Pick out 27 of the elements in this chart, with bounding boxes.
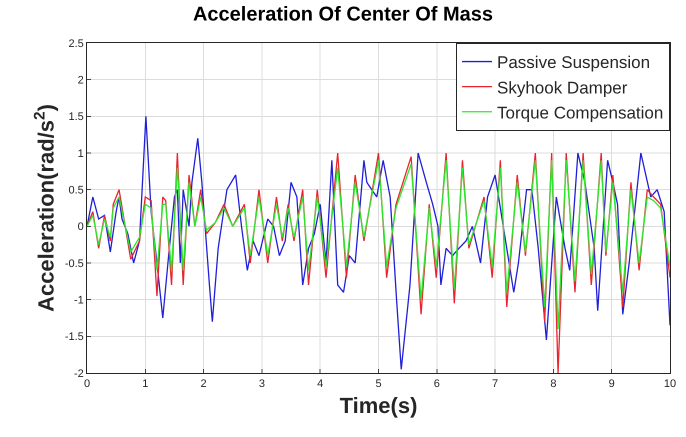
y-tick-label: 2 (78, 74, 84, 87)
y-tick-label: 0 (78, 221, 84, 234)
x-tick-label: 8 (550, 378, 556, 390)
y-tick-label: 2.5 (68, 38, 84, 50)
legend-label: Torque Compensation (497, 103, 664, 122)
y-tick-label: 0.5 (68, 184, 84, 197)
y-tick-label: -0.5 (64, 258, 84, 270)
x-tick-label: 5 (375, 378, 382, 390)
x-tick-label: 7 (492, 378, 498, 390)
y-tick-label: -1.5 (64, 331, 84, 344)
legend-label: Skyhook Damper (497, 78, 628, 98)
legend-label: Passive Suspension (497, 53, 650, 72)
x-tick-label: 2 (200, 378, 207, 390)
x-tick-label: 9 (608, 378, 615, 390)
y-tick-label: -1 (74, 294, 84, 307)
line-series (87, 152, 670, 373)
y-tick-label: 1.5 (68, 111, 84, 124)
x-tick-label: 1 (142, 378, 148, 390)
y-tick-label: -2 (74, 368, 84, 380)
x-tick-label: 4 (317, 378, 324, 390)
x-tick-label: 10 (664, 378, 676, 390)
y-tick-label: 1 (78, 148, 84, 160)
x-tick-label: 6 (434, 378, 440, 390)
x-tick-label: 3 (258, 378, 265, 390)
x-axis-title: Time(s) (340, 393, 418, 418)
line-series (87, 160, 670, 330)
chart-title: Acceleration Of Center Of Mass (192, 4, 494, 26)
